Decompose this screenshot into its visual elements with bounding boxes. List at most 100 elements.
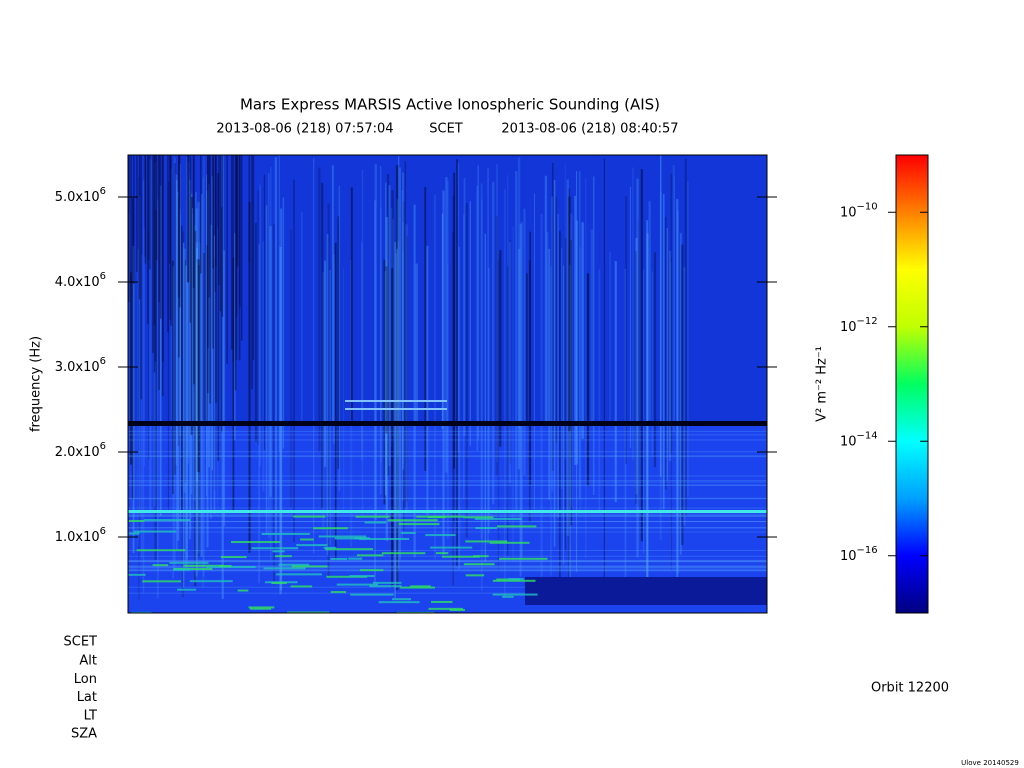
stripe [213,235,216,515]
h-stripe [128,569,767,571]
stripe [361,169,364,515]
dark-stripe [251,155,253,390]
stripe [553,180,556,547]
h-stripe [128,560,767,562]
dark-stripe [162,155,164,362]
stripe [676,199,679,584]
green-streak [169,561,209,564]
stripe [350,259,353,548]
stripe [499,250,502,447]
ephemeris-row-label: SCET [64,635,98,650]
green-streak [173,568,191,571]
stripe [396,199,399,455]
h-stripe [128,586,767,588]
dark-stripe [153,155,156,325]
stripe [181,225,183,512]
green-streak [369,585,402,588]
stripe [465,203,468,538]
stripe [396,248,398,527]
stripe [326,233,329,556]
green-streak [296,544,328,547]
stripe [424,186,427,471]
stripe [185,265,188,569]
h-stripe [128,521,767,523]
stripe [585,178,587,559]
stripe [575,220,579,465]
stripe [517,248,521,470]
green-streak [463,563,495,566]
stripe [548,248,551,500]
stripe [130,272,133,465]
stripe [659,155,662,477]
h-stripe [128,549,767,551]
green-streak [271,582,287,585]
stripe [636,178,639,558]
stripe [265,205,268,535]
stripe [469,201,471,446]
colorbar-tick-label-exponent: −12 [857,316,878,327]
dark-stripe [136,155,138,272]
stripe [384,271,388,495]
dark-stripe [219,155,222,312]
green-streak [502,595,514,598]
h-stripe [128,498,767,500]
green-streak [378,601,420,604]
y-tick-label-base: 1.0x10 [55,530,100,545]
colorbar-tick-label: 10−10 [840,201,878,220]
stripe [234,232,236,440]
ephemeris-row-label: Lon [74,672,97,687]
stripe [195,242,198,577]
dark-stripe [144,155,147,264]
stripe [148,231,150,460]
h-stripe [128,561,767,563]
dark-stripe [240,155,243,341]
green-streak [336,583,379,586]
green-streak [400,531,416,534]
colorbar-tick-label-base: 10 [840,319,857,334]
stripe [447,264,449,476]
h-stripe [128,559,767,561]
stripe [528,259,531,522]
stripe [659,191,662,540]
dark-stripe [200,155,202,274]
stripe [540,214,543,579]
h-stripe [128,592,767,594]
stripe [609,251,611,424]
y-tick-label-base: 2.0x10 [55,445,100,460]
stripe [206,174,208,496]
green-streak [435,552,449,555]
stripe [188,179,192,540]
green-streak [129,519,145,522]
dark-stripe [187,155,189,283]
stripe [550,265,552,576]
stripe [395,253,398,589]
green-streak [300,538,314,541]
stripe [557,214,559,518]
stripe [415,263,418,422]
dark-stripe [208,155,211,298]
dark-stripe [140,155,142,400]
stripe [395,164,399,591]
dark-stripe [215,155,217,404]
dark-stripe [207,155,209,348]
green-streak [398,523,440,526]
stripe [197,259,200,473]
stripe [670,257,672,571]
green-streak [350,593,394,596]
stripe [324,260,327,467]
h-stripe [128,507,767,509]
stripe [201,176,205,588]
green-streak [330,557,348,560]
dark-stripe [218,155,220,285]
h-stripe [128,497,767,499]
green-streak [313,527,348,530]
orbit-label: Orbit 12200 [871,681,949,696]
stripe [391,219,394,438]
green-streak [354,537,370,540]
stripe [523,208,526,476]
colorbar-tick-label: 10−16 [840,545,878,564]
stripe [342,267,345,516]
stripe [269,226,272,497]
stripe [551,196,554,492]
stripe [404,161,407,508]
